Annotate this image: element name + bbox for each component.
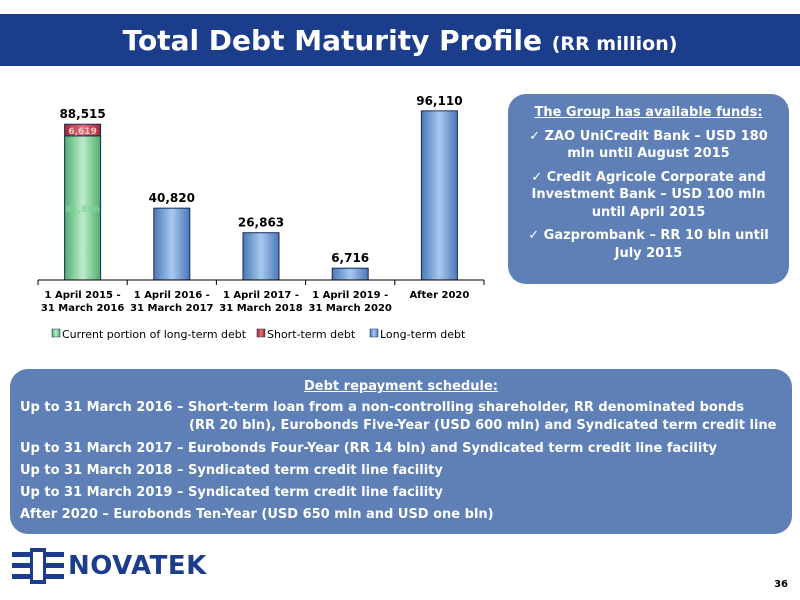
legend-label: Short-term debt <box>267 328 356 341</box>
funds-item: ✓ Gazprombank – RR 10 bln until July 201… <box>516 227 781 262</box>
legend-swatch <box>256 328 266 338</box>
x-tick-label: 1 April 2019 - <box>312 290 388 301</box>
x-tick-label: 31 March 2016 <box>41 303 124 314</box>
logo-text: NOVATEK <box>68 551 207 581</box>
page-number: 36 <box>774 579 788 590</box>
legend-swatch <box>51 328 61 338</box>
segment-label: 81,896 <box>65 205 100 215</box>
bar-segment <box>64 123 102 137</box>
bar-segment <box>64 135 102 281</box>
x-tick-label: 1 April 2016 - <box>134 290 210 301</box>
checkmark-icon: ✓ <box>531 169 547 185</box>
legend-label: Long-term debt <box>380 328 466 341</box>
x-tick-label: After 2020 <box>409 290 469 301</box>
novatek-logo: NOVATEK <box>12 548 207 584</box>
x-tick-label: 1 April 2017 - <box>223 290 299 301</box>
schedule-row: Up to 31 March 2016 – Short-term loan fr… <box>20 400 745 416</box>
page-title: Total Debt Maturity Profile (RR million) <box>123 24 678 57</box>
checkmark-icon: ✓ <box>528 228 544 244</box>
bar-segment <box>331 267 369 281</box>
schedule-row-continued: (RR 20 bln), Eurobonds Five-Year (USD 60… <box>189 418 777 434</box>
x-tick-label: 31 March 2017 <box>130 303 213 314</box>
bar-segment <box>420 110 458 281</box>
x-tick-label: 1 April 2015 - <box>45 290 121 301</box>
title-unit: (RR million) <box>551 32 678 55</box>
bar-total-label: 6,716 <box>331 251 369 265</box>
schedule-row: Up to 31 March 2018 – Syndicated term cr… <box>20 462 443 478</box>
bar-segment <box>242 232 280 281</box>
bar-total-label: 40,820 <box>149 191 195 205</box>
schedule-row: Up to 31 March 2017 – Eurobonds Four-Yea… <box>20 440 718 456</box>
bar-segment <box>153 207 191 281</box>
legend-label: Current portion of long-term debt <box>62 328 247 341</box>
title-bar: Total Debt Maturity Profile (RR million) <box>0 14 800 66</box>
segment-label: 6,619 <box>68 127 96 137</box>
legend-swatch <box>369 328 379 338</box>
schedule-row: Up to 31 March 2019 – Syndicated term cr… <box>20 484 443 500</box>
title-main: Total Debt Maturity Profile <box>122 23 542 57</box>
x-tick-label: 31 March 2020 <box>309 303 392 314</box>
bar-total-label: 88,515 <box>59 107 105 121</box>
funds-item: ✓ ZAO UniCredit Bank – USD 180 mln until… <box>516 128 781 163</box>
bar-total-label: 96,110 <box>416 94 462 108</box>
schedule-heading: Debt repayment schedule: <box>304 379 498 394</box>
repayment-schedule-box: Debt repayment schedule: Up to 31 March … <box>10 369 792 534</box>
checkmark-icon: ✓ <box>529 128 545 144</box>
funds-item-text: ZAO UniCredit Bank – USD 180 mln until A… <box>544 128 768 162</box>
available-funds-box: The Group has available funds: ✓ ZAO Uni… <box>508 94 789 284</box>
bar-total-label: 26,863 <box>238 216 284 230</box>
debt-maturity-chart: 88,515 1 April 2015 - 31 March 2016 40,820 1… <box>37 94 485 341</box>
funds-item: ✓ Credit Agricole Corporate and Investme… <box>516 169 781 222</box>
x-tick-label: 31 March 2018 <box>219 303 302 314</box>
funds-item-text: Gazprombank – RR 10 bln until July 2015 <box>543 228 769 261</box>
logo-mark-icon <box>12 548 64 584</box>
schedule-row: After 2020 – Eurobonds Ten-Year (USD 650… <box>20 507 494 523</box>
funds-heading: The Group has available funds: <box>534 105 763 120</box>
funds-item-text: Credit Agricole Corporate and Investment… <box>531 169 766 220</box>
